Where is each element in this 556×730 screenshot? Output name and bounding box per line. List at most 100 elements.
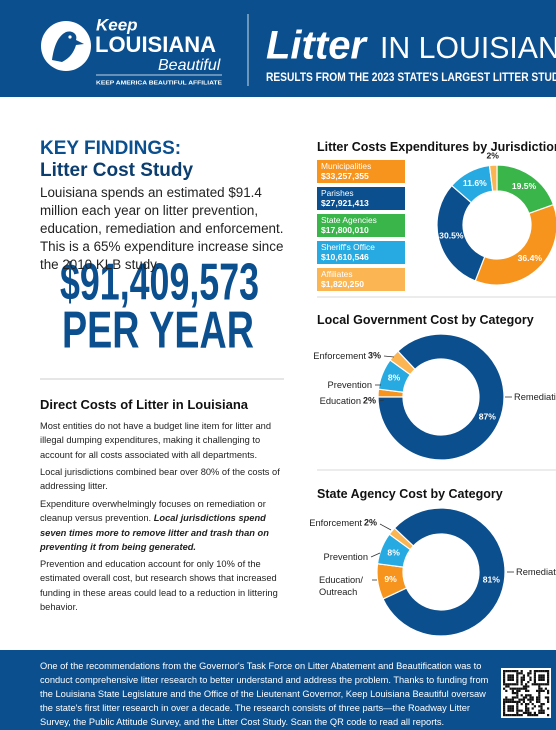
qr-module	[518, 698, 521, 701]
qr-module	[520, 714, 523, 717]
value-label: 2%	[486, 150, 499, 160]
qr-module	[518, 672, 521, 675]
qr-module	[538, 687, 541, 690]
donut-segment	[474, 203, 556, 286]
value-label: 11.6%	[463, 178, 487, 188]
value-label: 36.4%	[518, 253, 543, 263]
qr-module	[531, 703, 534, 706]
qr-module	[538, 670, 541, 673]
qr-module	[507, 705, 510, 708]
qr-module	[509, 676, 512, 679]
qr-module	[509, 683, 512, 686]
qr-module	[540, 683, 543, 686]
header-subtitle: RESULTS FROM THE 2023 STATE'S LARGEST LI…	[266, 72, 556, 84]
qr-module	[509, 705, 512, 708]
paragraph: Expenditure overwhelmingly focuses on re…	[40, 497, 286, 554]
qr-module	[533, 676, 536, 679]
qr-module	[536, 700, 539, 703]
chart-title: State Agency Cost by Category	[317, 487, 503, 501]
qr-module	[514, 714, 517, 717]
qr-module	[509, 714, 512, 717]
qr-module	[511, 700, 514, 703]
qr-module	[540, 678, 543, 681]
qr-module	[516, 696, 519, 699]
connector	[379, 523, 392, 531]
logo-beautiful: Beautiful	[158, 57, 221, 74]
category-label: Prevention	[323, 552, 368, 562]
qr-module	[536, 670, 539, 673]
qr-module	[511, 692, 514, 695]
qr-module	[531, 698, 534, 701]
qr-module	[542, 676, 545, 679]
qr-module	[503, 700, 506, 703]
qr-module	[540, 676, 543, 679]
qr-module	[509, 674, 512, 677]
qr-module	[505, 714, 508, 717]
qr-module	[540, 689, 543, 692]
footer-text: One of the recommendations from the Gove…	[40, 661, 489, 727]
header-band	[0, 0, 556, 97]
qr-module	[533, 681, 536, 684]
category-label: Education	[319, 396, 361, 406]
qr-module	[503, 714, 506, 717]
qr-module	[516, 705, 519, 708]
qr-module	[527, 694, 530, 697]
legend-box	[317, 241, 405, 264]
qr-module	[503, 674, 506, 677]
qr-module	[525, 683, 528, 686]
qr-module	[525, 705, 528, 708]
qr-module	[536, 689, 539, 692]
qr-module	[516, 676, 519, 679]
qr-module	[533, 711, 536, 714]
qr-module	[531, 696, 534, 699]
qr-module	[538, 711, 541, 714]
qr-module	[527, 698, 530, 701]
qr-module	[540, 707, 543, 710]
qr-module	[540, 705, 543, 708]
qr-module	[538, 700, 541, 703]
qr-module	[505, 685, 508, 688]
legend-amount: $17,800,010	[321, 225, 369, 235]
qr-module	[529, 698, 532, 701]
qr-module	[507, 700, 510, 703]
value-label: 8%	[388, 373, 401, 383]
paragraph: Local jurisdictions combined bear over 8…	[40, 467, 280, 492]
legend-amount: $1,820,250	[321, 279, 364, 289]
qr-module	[542, 689, 545, 692]
qr-module	[503, 678, 506, 681]
qr-module	[511, 696, 514, 699]
qr-module	[516, 711, 519, 714]
qr-pattern	[503, 670, 550, 717]
qr-module	[533, 683, 536, 686]
chart-title: Local Government Cost by Category	[317, 313, 534, 327]
qr-module	[507, 698, 510, 701]
qr-module	[505, 700, 508, 703]
qr-module	[511, 674, 514, 677]
qr-module	[514, 700, 517, 703]
legend-name: State Agencies	[321, 215, 377, 225]
qr-module	[516, 670, 519, 673]
qr-module	[538, 689, 541, 692]
category-label: Prevention	[327, 380, 372, 390]
qr-module	[505, 689, 508, 692]
qr-module	[503, 683, 506, 686]
qr-module	[511, 683, 514, 686]
qr-module	[540, 674, 543, 677]
qr-module	[538, 698, 541, 701]
legend-box	[317, 187, 405, 210]
qr-module	[511, 687, 514, 690]
qr-module	[522, 687, 525, 690]
key-findings-heading: KEY FINDINGS:	[40, 138, 182, 159]
qr-module	[505, 696, 508, 699]
value-label: 19.5%	[512, 181, 537, 191]
qr-module	[514, 687, 517, 690]
qr-module	[516, 687, 519, 690]
qr-module	[531, 683, 534, 686]
qr-module	[516, 674, 519, 677]
logo-eye	[68, 35, 72, 39]
category-label: Remediation	[514, 392, 556, 402]
qr-module	[525, 696, 528, 699]
qr-module	[533, 670, 536, 673]
value-label: 81%	[483, 574, 501, 584]
